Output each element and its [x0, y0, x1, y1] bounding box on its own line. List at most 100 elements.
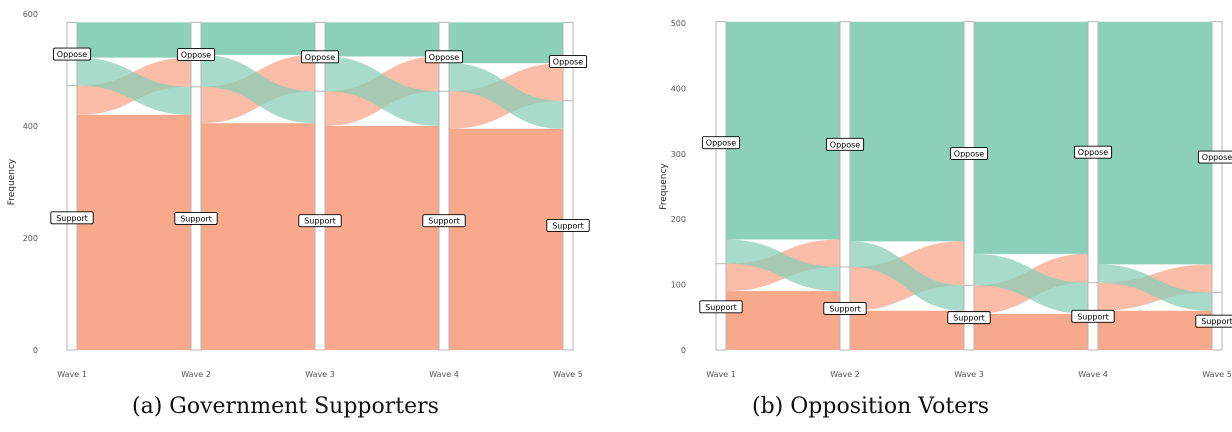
x-axis-label: Wave 4 — [1078, 370, 1108, 379]
flow-oppose-to-support — [449, 63, 563, 129]
flow-oppose-to-support — [201, 54, 315, 124]
stratum-label-support: Support — [1077, 312, 1109, 321]
stratum-bar — [1211, 21, 1223, 351]
y-tick-label: 500 — [671, 19, 686, 28]
flow-oppose-to-oppose — [974, 21, 1088, 254]
stratum-label-box-support — [422, 214, 466, 228]
flow-oppose-to-oppose — [449, 22, 563, 64]
stratum-label-box-oppose — [825, 137, 865, 151]
stratum-label-support: Support — [953, 314, 985, 323]
stratum-label-box-support — [546, 218, 590, 232]
flow-support-to-support — [201, 123, 315, 350]
flow-oppose-to-support — [77, 57, 191, 115]
stratum-label-box-support — [50, 211, 94, 225]
stratum-label-support: Support — [552, 221, 584, 230]
flow-oppose-to-support — [1098, 264, 1212, 311]
flow-support-to-support — [726, 291, 840, 350]
stratum-label-box-oppose — [1073, 145, 1113, 159]
stratum-label-box-oppose — [300, 50, 340, 64]
y-tick-label: 200 — [671, 215, 686, 224]
flow-support-to-support — [974, 314, 1088, 350]
stratum-label-box-oppose — [949, 147, 989, 160]
stratum-bar — [839, 21, 851, 351]
stratum-label-box-oppose — [548, 55, 588, 69]
stratum-label-oppose: Oppose — [57, 50, 88, 59]
y-tick-label: 300 — [671, 150, 686, 159]
y-tick-label: 100 — [671, 281, 686, 290]
stratum-bar — [715, 21, 727, 351]
y-tick-label: 600 — [23, 10, 38, 19]
stratum-label-box-support — [1071, 309, 1115, 323]
x-axis-label: Wave 3 — [305, 370, 335, 379]
flow-oppose-to-oppose — [726, 21, 840, 240]
stratum-label-support: Support — [180, 214, 212, 223]
stratum-label-support: Support — [829, 304, 861, 313]
flow-support-to-support — [449, 128, 563, 350]
flow-oppose-to-oppose — [1098, 21, 1212, 265]
flow-support-to-support — [850, 310, 964, 350]
caption-government-supporters: (a) Government Supporters — [132, 394, 439, 419]
x-axis-label: Wave 5 — [553, 370, 583, 379]
stratum-label-oppose: Oppose — [1202, 153, 1232, 162]
y-tick-label: 0 — [681, 346, 686, 355]
flows-group — [726, 21, 1212, 350]
stratum-label-oppose: Oppose — [830, 140, 861, 149]
stratum-label-box-support — [699, 300, 743, 314]
stratum-bar — [963, 21, 975, 351]
x-axis-label: Wave 2 — [181, 370, 211, 379]
y-tick-label: 0 — [33, 346, 38, 355]
flow-oppose-to-support — [974, 253, 1088, 315]
flow-oppose-to-oppose — [77, 22, 191, 58]
stratum-bar — [562, 21, 574, 351]
stratum-label-box-support — [1195, 314, 1232, 328]
y-tick-label: 200 — [23, 234, 38, 243]
stratum-label-oppose: Oppose — [305, 53, 336, 62]
stratum-bar — [1087, 21, 1099, 351]
stratum-label-support: Support — [304, 217, 336, 226]
alluvial-chart-opposition-voters: Frequency 0 100 200 300 400 500 Support Oppose Wa… — [659, 19, 1232, 379]
alluvial-chart-government-supporters: Frequency 0 200 400 600 Support Oppose Wave 1 Su… — [7, 10, 590, 379]
stratum-label-oppose: Oppose — [429, 53, 460, 62]
x-axis-label: Wave 4 — [429, 370, 459, 379]
stratum-bar — [438, 21, 450, 351]
stratum-label-box-support — [947, 311, 991, 325]
stratum-label-support: Support — [1201, 317, 1232, 326]
flow-oppose-to-support — [325, 56, 439, 127]
stratum-bar — [314, 21, 326, 351]
flow-oppose-to-support — [726, 239, 840, 292]
stratum-label-support: Support — [705, 303, 737, 312]
caption-opposition-voters: (b) Opposition Voters — [752, 394, 990, 419]
y-tick-label: 400 — [23, 122, 38, 131]
flow-oppose-to-oppose — [850, 21, 964, 242]
x-axis-label: Wave 1 — [706, 370, 736, 379]
x-axis-label: Wave 1 — [57, 370, 87, 379]
stratum-label-support: Support — [428, 217, 460, 226]
flow-support-to-support — [1098, 310, 1212, 350]
flow-support-to-support — [77, 114, 191, 350]
y-axis-label: Frequency — [659, 163, 669, 210]
stratum-bar — [66, 21, 78, 351]
flow-oppose-to-support — [850, 241, 964, 311]
stratum-label-box-oppose — [52, 47, 92, 61]
x-axis-label: Wave 2 — [830, 370, 860, 379]
stratum-label-box-support — [298, 214, 342, 228]
stratum-label-box-oppose — [424, 50, 464, 64]
stratum-label-oppose: Oppose — [1078, 148, 1109, 157]
stratum-label-oppose: Oppose — [954, 149, 985, 158]
stratum-bar — [190, 21, 202, 351]
stratum-label-oppose: Oppose — [553, 58, 584, 67]
x-axis-label: Wave 3 — [954, 370, 984, 379]
stratum-label-box-support — [174, 211, 218, 225]
flows-group — [77, 22, 563, 350]
flow-support-to-support — [325, 126, 439, 350]
stratum-label-box-oppose — [1197, 150, 1232, 164]
stratum-label-oppose: Oppose — [706, 139, 737, 148]
stratum-label-box-oppose — [176, 48, 216, 62]
flow-oppose-to-oppose — [325, 22, 439, 57]
stratum-label-oppose: Oppose — [181, 51, 212, 60]
stratum-label-support: Support — [56, 214, 88, 223]
x-axis-label: Wave 5 — [1202, 370, 1232, 379]
y-axis-label: Frequency — [7, 158, 17, 205]
flow-oppose-to-oppose — [201, 22, 315, 55]
